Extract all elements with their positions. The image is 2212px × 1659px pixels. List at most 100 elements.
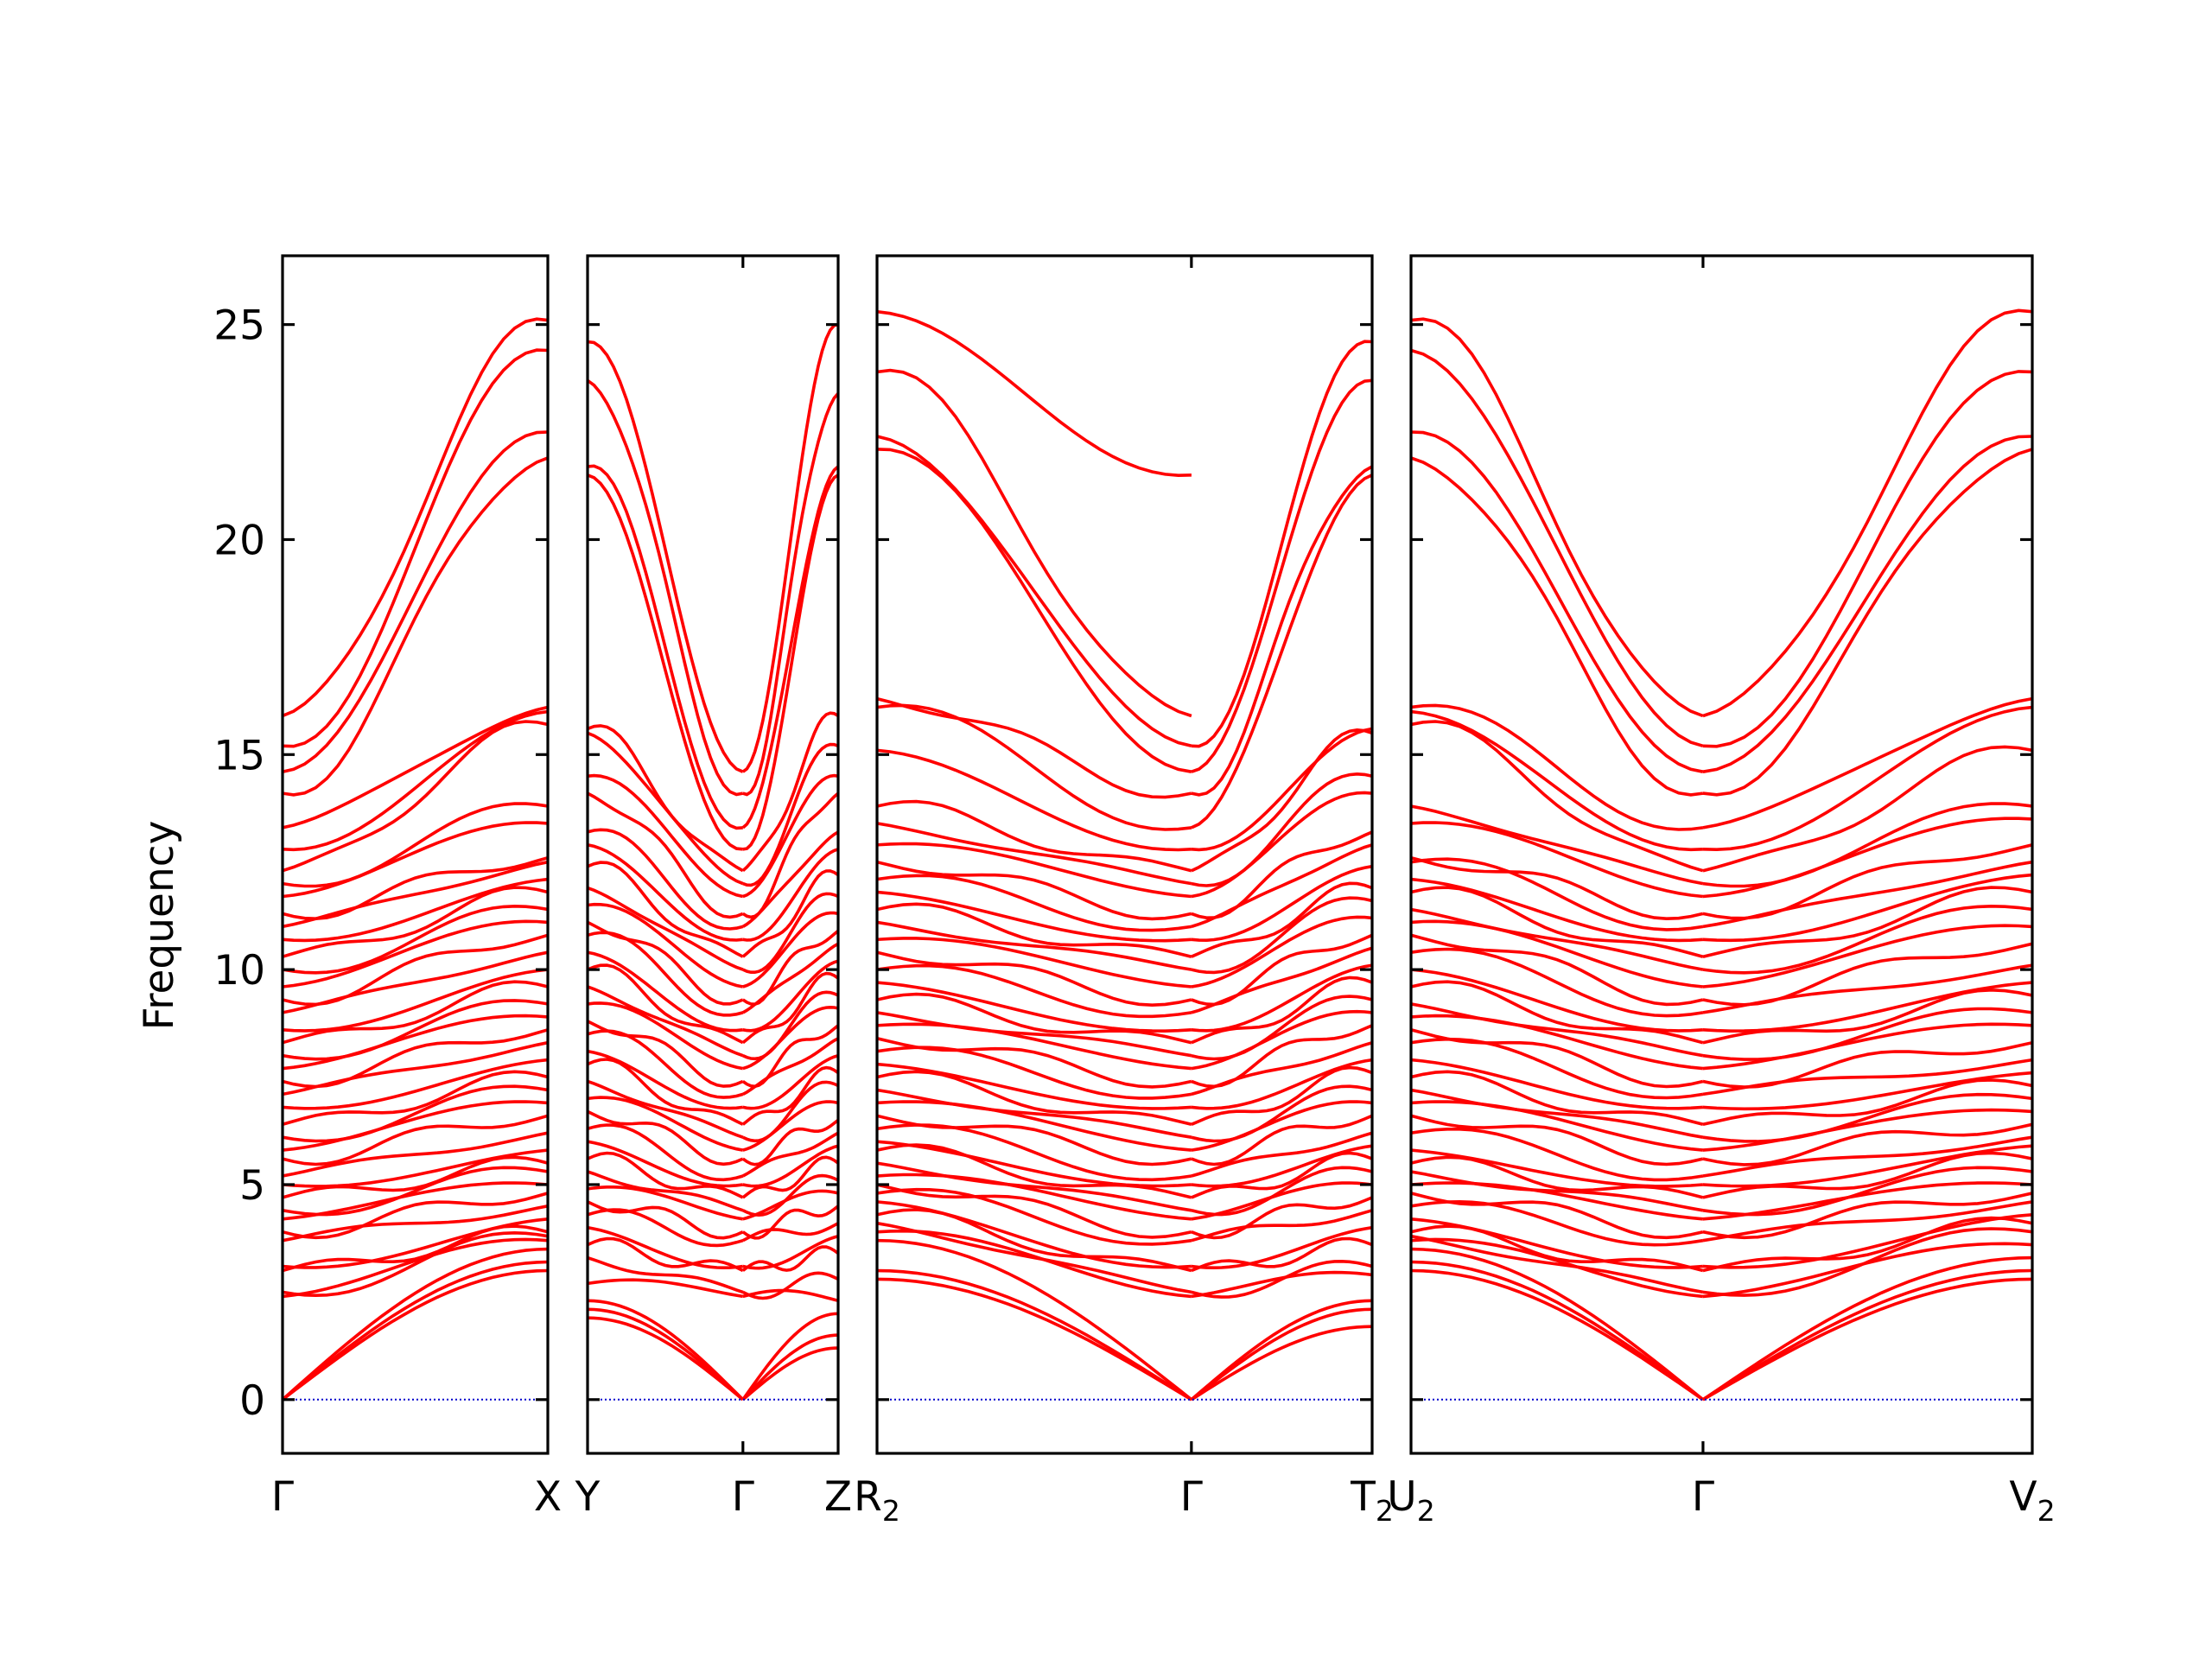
band-line <box>742 1144 838 1188</box>
band-line <box>1702 981 2032 1033</box>
band-line <box>1191 830 1372 920</box>
band-line <box>877 902 1192 958</box>
band-line <box>1411 1199 1704 1247</box>
band-line <box>283 1192 548 1240</box>
band-line <box>1411 703 1704 831</box>
band-line <box>588 1049 744 1110</box>
band-line <box>1191 727 1372 852</box>
x-tick-label-main: X <box>534 1473 562 1521</box>
band-line <box>588 920 744 1006</box>
band-line <box>1702 1108 2032 1152</box>
band-line <box>1411 720 1704 873</box>
y-tick-label: 20 <box>213 517 265 564</box>
band-line <box>741 465 838 830</box>
band-line <box>742 1189 838 1221</box>
band-line <box>1702 1200 2032 1243</box>
band-line <box>1411 1234 1704 1294</box>
band-line <box>588 378 744 797</box>
band-line <box>283 720 548 873</box>
band-line <box>588 1140 744 1188</box>
panel-frame <box>875 254 1374 1455</box>
band-line <box>1191 728 1372 873</box>
band-line <box>742 911 838 988</box>
band-line <box>1190 1299 1372 1402</box>
band-line <box>588 1278 744 1299</box>
band-line <box>741 322 838 773</box>
band-line <box>588 1123 744 1182</box>
band-line <box>1411 968 1704 1033</box>
x-tick-label: X <box>534 1473 562 1521</box>
band-line <box>877 703 1192 831</box>
band-line <box>1191 1024 1372 1089</box>
band-line <box>1702 1213 2032 1269</box>
band-line <box>877 799 1192 873</box>
y-axis-label: Frequency <box>136 821 183 1031</box>
band-line <box>877 1173 1192 1221</box>
band-line <box>1411 430 1704 773</box>
band-line <box>588 773 744 899</box>
band-line <box>588 902 744 988</box>
band-line <box>588 828 744 931</box>
x-tick-label-subscript: 2 <box>1417 1494 1435 1528</box>
band-line <box>1411 1002 1704 1058</box>
x-tick-label: V2 <box>2009 1473 2055 1528</box>
band-line <box>741 1333 838 1402</box>
band-line <box>1702 1192 2032 1240</box>
band-line <box>742 1271 838 1300</box>
band-line <box>741 1222 838 1243</box>
panel-4: U2 Γ V2 <box>1387 254 2056 1528</box>
band-line <box>877 1062 1192 1110</box>
band-line <box>742 990 838 1061</box>
band-line <box>283 317 548 718</box>
band-line <box>1191 465 1372 797</box>
band-line <box>1702 745 2032 873</box>
band-line <box>877 368 1192 718</box>
band-line <box>1191 1058 1372 1110</box>
band-line <box>742 892 838 974</box>
band-line <box>877 1238 1193 1402</box>
panel-3: R2 Γ T2 <box>854 254 1394 1528</box>
band-line <box>877 920 1192 971</box>
band-line <box>1411 1268 1704 1402</box>
band-line <box>742 474 838 851</box>
band-line <box>1191 1084 1372 1143</box>
band-line <box>283 802 548 888</box>
band-line <box>1411 877 1704 943</box>
x-tick-label: Γ <box>1180 1473 1203 1521</box>
band-line <box>877 937 1192 988</box>
band-line <box>283 877 548 943</box>
x-tick-label-subscript: 2 <box>882 1494 900 1528</box>
band-line <box>1411 1070 1704 1127</box>
band-line <box>741 1205 838 1240</box>
band-line <box>741 1346 838 1402</box>
band-line <box>1702 448 2032 797</box>
band-line <box>1702 1022 2032 1071</box>
band-line <box>588 1208 744 1248</box>
band-line <box>877 1011 1192 1058</box>
band-line <box>588 474 743 851</box>
band-line <box>1702 1277 2032 1402</box>
band-line <box>1191 1114 1372 1166</box>
band-line <box>1702 696 2032 830</box>
band-line <box>1411 1170 1704 1212</box>
band-line <box>1191 1259 1372 1299</box>
band-line <box>283 705 548 830</box>
x-tick-label-main: Y <box>575 1473 601 1521</box>
band-line <box>1701 1255 2032 1402</box>
bands <box>283 317 548 1402</box>
band-line <box>283 1247 548 1402</box>
band-line <box>283 933 548 1007</box>
band-line <box>1702 1071 2032 1111</box>
band-line <box>1702 1216 2032 1273</box>
band-line <box>742 773 838 899</box>
band-line <box>741 869 838 958</box>
band-line <box>877 1277 1192 1402</box>
band-line <box>1191 1144 1372 1188</box>
band-line <box>588 791 744 919</box>
band-line <box>1702 942 2032 1007</box>
band-line <box>877 748 1192 852</box>
band-line <box>1702 1092 2032 1143</box>
band-line <box>1191 1009 1372 1071</box>
band-line <box>1702 924 2032 988</box>
